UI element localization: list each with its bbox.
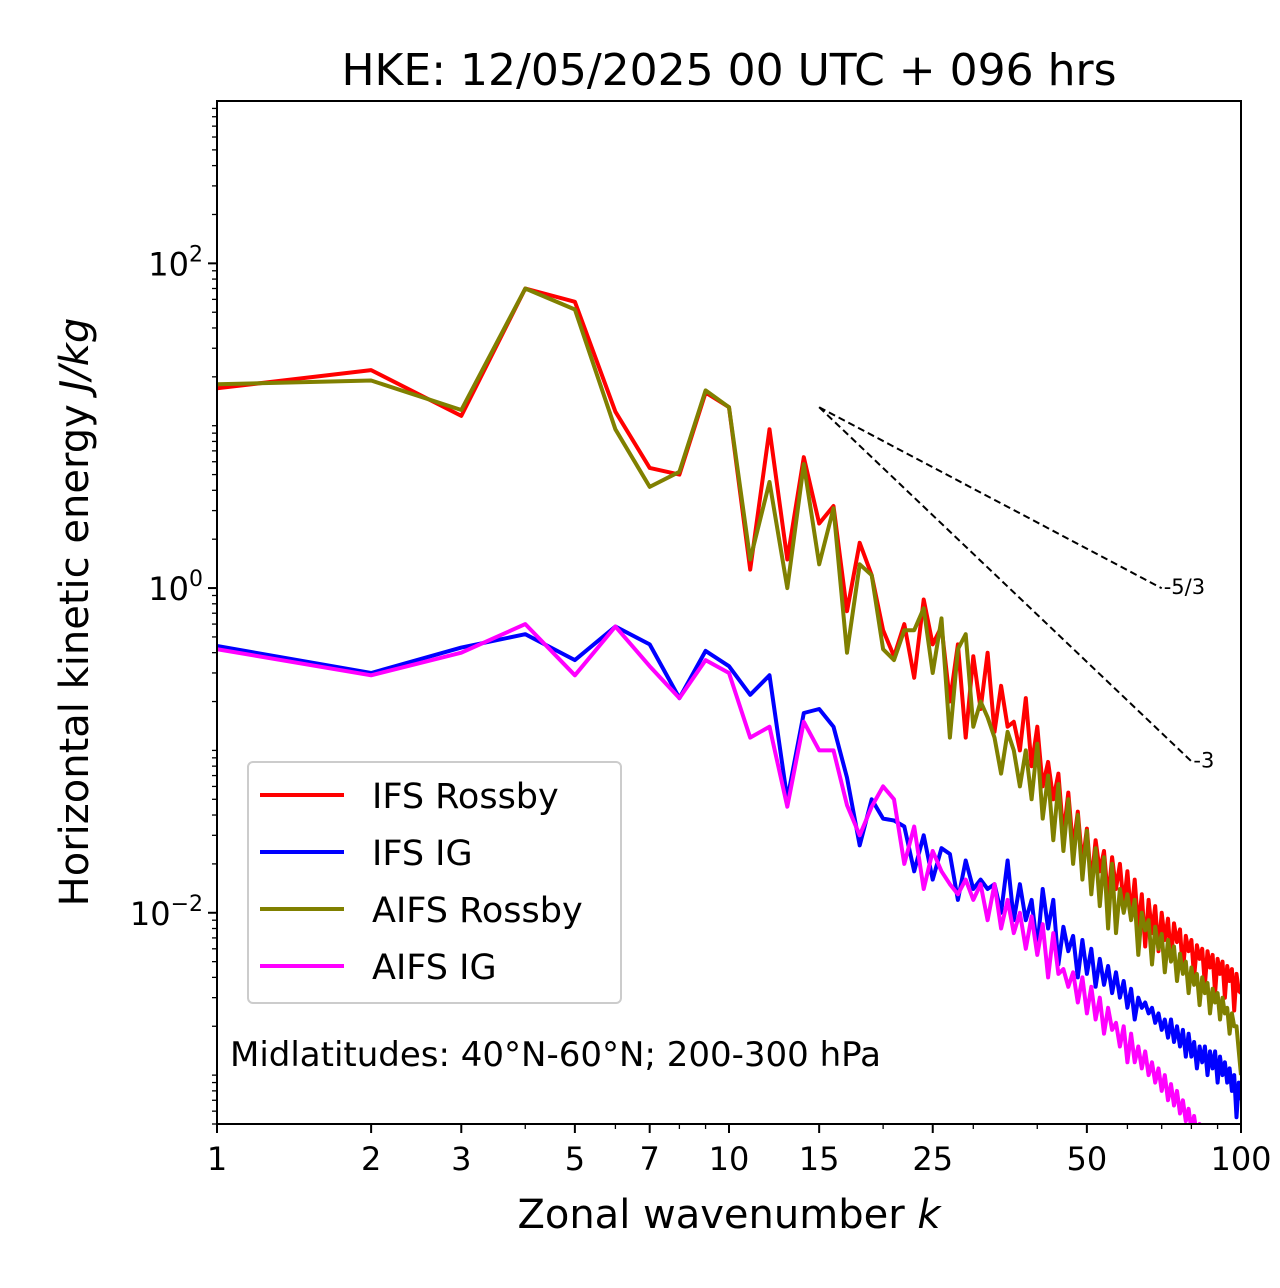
y-tick-label-base: 10 (130, 895, 171, 933)
reference-slopes (818, 406, 1193, 763)
legend-label: IFS Rossby (372, 777, 559, 817)
series-lines (217, 286, 1241, 1124)
legend-label: AIFS Rossby (372, 891, 583, 931)
y-axis-label-unit: J/kg (52, 318, 98, 399)
y-tick-label: 100 (148, 567, 203, 608)
x-axis-label-text: Zonal wavenumber (517, 1192, 905, 1238)
y-tick-label-exponent: 2 (189, 242, 203, 267)
reference-slope-line (818, 406, 1163, 590)
reference-slope-labels: -5/3 -3 (1164, 575, 1215, 772)
x-tick-label: 7 (640, 1140, 660, 1178)
x-tick-label: 50 (1067, 1140, 1108, 1178)
region-annotation: Midlatitudes: 40°N-60°N; 200-300 hPa (230, 1035, 881, 1075)
legend-label: AIFS IG (372, 948, 497, 988)
y-tick-label-base: 10 (148, 245, 189, 283)
x-tick-label: 3 (451, 1140, 471, 1178)
y-axis-label: Horizontal kinetic energy J/kg (52, 318, 98, 907)
legend: IFS Rossby IFS IG AIFS Rossby AIFS IG (247, 761, 622, 1004)
y-tick-label: 102 (148, 242, 203, 283)
series-line-aifs-rossby (217, 286, 1241, 1076)
x-tick-label: 100 (1210, 1140, 1271, 1178)
x-axis-label-variable: k (917, 1192, 942, 1238)
chart-title: HKE: 12/05/2025 00 UTC + 096 hrs (341, 45, 1116, 96)
x-axis-label: Zonal wavenumber k (517, 1192, 942, 1238)
y-tick-label-exponent: −2 (171, 892, 203, 917)
series-line-ifs-ig (217, 624, 1241, 1120)
y-tick-label-exponent: 0 (189, 567, 203, 592)
plot-frame (216, 100, 1242, 1125)
x-tick-label: 15 (799, 1140, 840, 1178)
series-line-aifs-ig (217, 622, 1202, 1124)
x-tick-label: 2 (361, 1140, 381, 1178)
reference-slope-label: -3 (1193, 748, 1214, 772)
legend-label: IFS IG (372, 834, 473, 874)
x-tick-label: 25 (912, 1140, 953, 1178)
reference-slope-line (818, 406, 1193, 763)
x-tick-label: 10 (709, 1140, 750, 1178)
reference-slope-label: -5/3 (1164, 575, 1205, 599)
x-tick-label: 1 (207, 1140, 227, 1178)
y-tick-label: 10−2 (130, 892, 203, 933)
y-tick-label-base: 10 (148, 570, 189, 608)
x-tick-label: 5 (565, 1140, 585, 1178)
y-axis-label-text: Horizontal kinetic energy (52, 404, 98, 906)
legend-box (247, 761, 622, 1004)
